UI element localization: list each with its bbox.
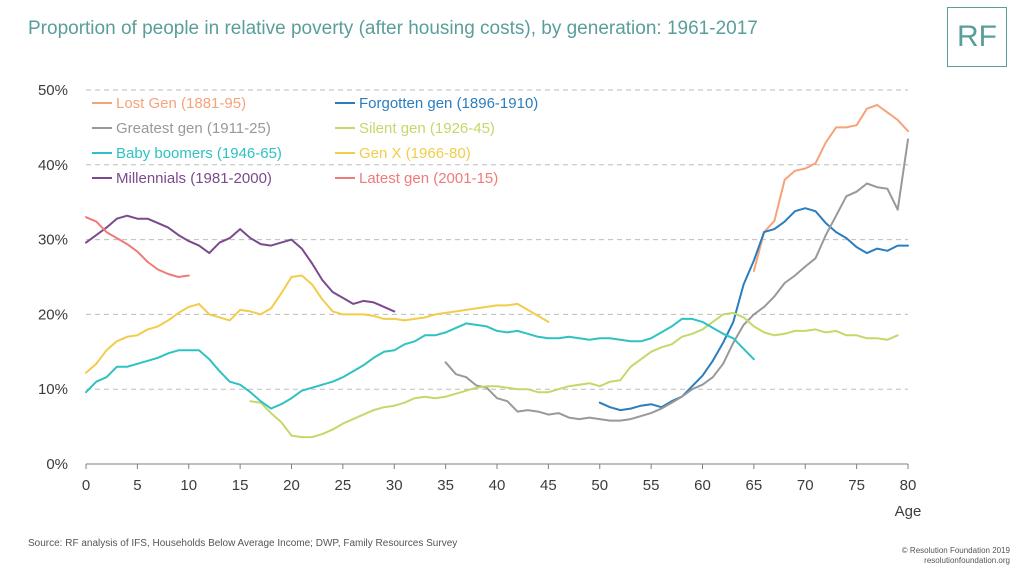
x-tick-label: 65 xyxy=(746,477,763,494)
series-line-gen-x xyxy=(85,274,550,374)
x-tick-label: 0 xyxy=(82,477,90,494)
y-axis: 0% 10% 20% 30% 40% 50% xyxy=(38,82,68,473)
x-axis-label: Age xyxy=(895,503,922,520)
x-tick-label: 80 xyxy=(900,477,917,494)
legend-label-baby-boomers: Baby boomers (1946-65) xyxy=(116,145,282,162)
y-tick-label: 40% xyxy=(38,157,68,174)
x-tick-label: 25 xyxy=(335,477,352,494)
series-line-greatest-gen xyxy=(444,138,909,422)
x-tick-label: 20 xyxy=(283,477,300,494)
series-line-lost-gen xyxy=(752,104,909,272)
x-tick-label: 30 xyxy=(386,477,403,494)
legend-label-greatest-gen: Greatest gen (1911-25) xyxy=(116,120,271,137)
y-tick-label: 50% xyxy=(38,82,68,99)
x-axis: 0 5 10 15 20 25 30 35 40 45 50 55 60 65 70 75 80 xyxy=(82,463,917,494)
x-tick-label: 35 xyxy=(437,477,454,494)
series-lines xyxy=(85,104,909,439)
x-tick-label: 70 xyxy=(797,477,814,494)
series-line-millennials xyxy=(85,214,396,313)
x-tick-label: 5 xyxy=(133,477,141,494)
x-tick-label: 10 xyxy=(180,477,197,494)
y-tick-label: 30% xyxy=(38,232,68,249)
x-tick-label: 15 xyxy=(232,477,249,494)
series-line-silent-gen xyxy=(249,311,899,439)
rf-logo: RF xyxy=(947,7,1007,67)
y-tick-label: 20% xyxy=(38,306,68,323)
legend-label-millennials: Millennials (1981-2000) xyxy=(116,170,272,187)
series-line-baby-boomers xyxy=(85,317,755,410)
chart-title: Proportion of people in relative poverty… xyxy=(28,18,758,39)
x-tick-label: 50 xyxy=(591,477,608,494)
copyright-line-1: © Resolution Foundation 2019 xyxy=(901,546,1010,555)
source-note: Source: RF analysis of IFS, Households B… xyxy=(28,538,458,549)
x-tick-label: 60 xyxy=(694,477,711,494)
x-tick-label: 40 xyxy=(489,477,506,494)
copyright: © Resolution Foundation 2019 resolutionf… xyxy=(902,546,1010,566)
legend-label-silent-gen: Silent gen (1926-45) xyxy=(359,120,495,137)
y-tick-label: 10% xyxy=(38,381,68,398)
copyright-line-2: resolutionfoundation.org xyxy=(924,556,1010,565)
y-tick-label: 0% xyxy=(46,456,68,473)
grid-lines xyxy=(86,89,908,390)
x-tick-label: 75 xyxy=(848,477,865,494)
legend-label-gen-x: Gen X (1966-80) xyxy=(359,145,471,162)
legend-label-lost-gen: Lost Gen (1881-95) xyxy=(116,95,246,112)
series-line-latest-gen xyxy=(85,216,190,278)
legend-label-latest-gen: Latest gen (2001-15) xyxy=(359,170,498,187)
legend: Lost Gen (1881-95) Forgotten gen (1896-19… xyxy=(92,95,538,187)
x-tick-label: 55 xyxy=(643,477,660,494)
legend-label-forgotten-gen: Forgotten gen (1896-1910) xyxy=(359,95,538,112)
series-line-forgotten-gen xyxy=(598,207,909,412)
x-tick-label: 45 xyxy=(540,477,557,494)
